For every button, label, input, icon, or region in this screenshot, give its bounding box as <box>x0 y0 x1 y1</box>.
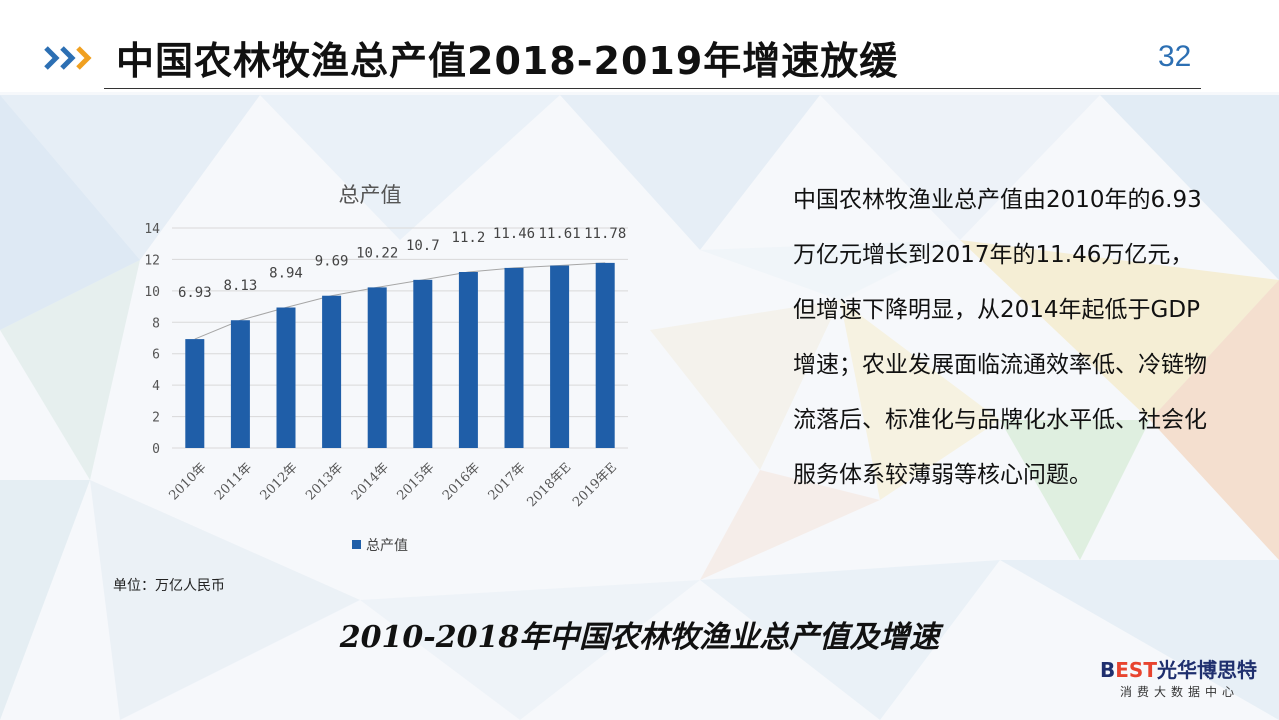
data-label: 10.22 <box>356 245 398 261</box>
y-tick-label: 6 <box>152 348 160 363</box>
x-tick-label: 2016年 <box>440 460 483 503</box>
bar <box>458 272 478 448</box>
brand-subtitle: 消费大数据中心 <box>1120 685 1240 699</box>
brand-logo-name: 光华博思特 <box>1156 658 1257 682</box>
y-tick-label: 10 <box>144 285 160 300</box>
bar <box>322 295 342 448</box>
slide-title: 中国农林牧渔总产值2018-2019年增速放缓 <box>116 39 899 83</box>
description-paragraph: 中国农林牧渔业总产值由2010年的6.93万亿元增长到2017年的11.46万亿… <box>793 187 1207 488</box>
data-label: 11.46 <box>493 226 535 242</box>
x-tick-label: 2017年 <box>486 460 529 503</box>
output-value-bar-chart: 总产值 0 2 4 6 8 10 12 14 6.93 2010年 8.13 2011年 8.94 2012… <box>144 183 628 554</box>
y-tick-label: 8 <box>152 316 160 331</box>
data-label: 10.7 <box>406 238 440 254</box>
bar <box>367 287 387 448</box>
x-tick-label: 2015年 <box>394 460 437 503</box>
header-divider <box>104 88 1201 89</box>
y-tick-label: 4 <box>152 379 160 394</box>
trend-line <box>194 262 606 340</box>
legend-label: 总产值 <box>366 538 408 554</box>
figure-caption: 2010-2018年中国农林牧渔业总产值及增速 <box>339 620 940 655</box>
x-tick-label: 2019年E <box>570 460 620 510</box>
brand-logo-accent: EST <box>1115 658 1157 682</box>
data-label: 8.94 <box>269 266 303 282</box>
legend-swatch <box>352 540 361 549</box>
x-tick-label: 2011年 <box>212 460 255 503</box>
bar <box>276 307 296 448</box>
brand-logo: BEST光华博思特 消费大数据中心 <box>1100 654 1257 704</box>
x-tick-label: 2014年 <box>349 460 392 503</box>
bar <box>550 265 570 448</box>
chart-title: 总产值 <box>339 183 402 207</box>
data-label: 11.2 <box>452 230 486 246</box>
brand-wordmark: BEST光华博思特 <box>1100 654 1257 683</box>
bar <box>230 320 250 448</box>
bar <box>413 279 433 448</box>
data-label: 6.93 <box>178 285 212 301</box>
data-label: 11.61 <box>539 226 581 242</box>
chevron-arrows-icon <box>44 46 92 70</box>
data-label: 11.78 <box>584 226 626 242</box>
bar <box>185 339 205 448</box>
bar <box>504 267 524 448</box>
unit-note: 单位：万亿人民币 <box>113 578 225 594</box>
y-tick-label: 2 <box>152 411 160 426</box>
y-tick-label: 12 <box>144 253 160 268</box>
x-tick-label: 2012年 <box>258 460 301 503</box>
x-tick-label: 2013年 <box>303 460 346 503</box>
data-label: 9.69 <box>315 254 349 270</box>
x-tick-label: 2018年E <box>525 460 575 510</box>
y-tick-label: 14 <box>144 222 160 237</box>
bar <box>595 262 615 448</box>
brand-logo-prefix: B <box>1100 658 1116 682</box>
page-number: 32 <box>1158 40 1192 73</box>
y-tick-label: 0 <box>152 442 160 457</box>
x-tick-label: 2010年 <box>166 460 209 503</box>
data-label: 8.13 <box>224 278 258 294</box>
